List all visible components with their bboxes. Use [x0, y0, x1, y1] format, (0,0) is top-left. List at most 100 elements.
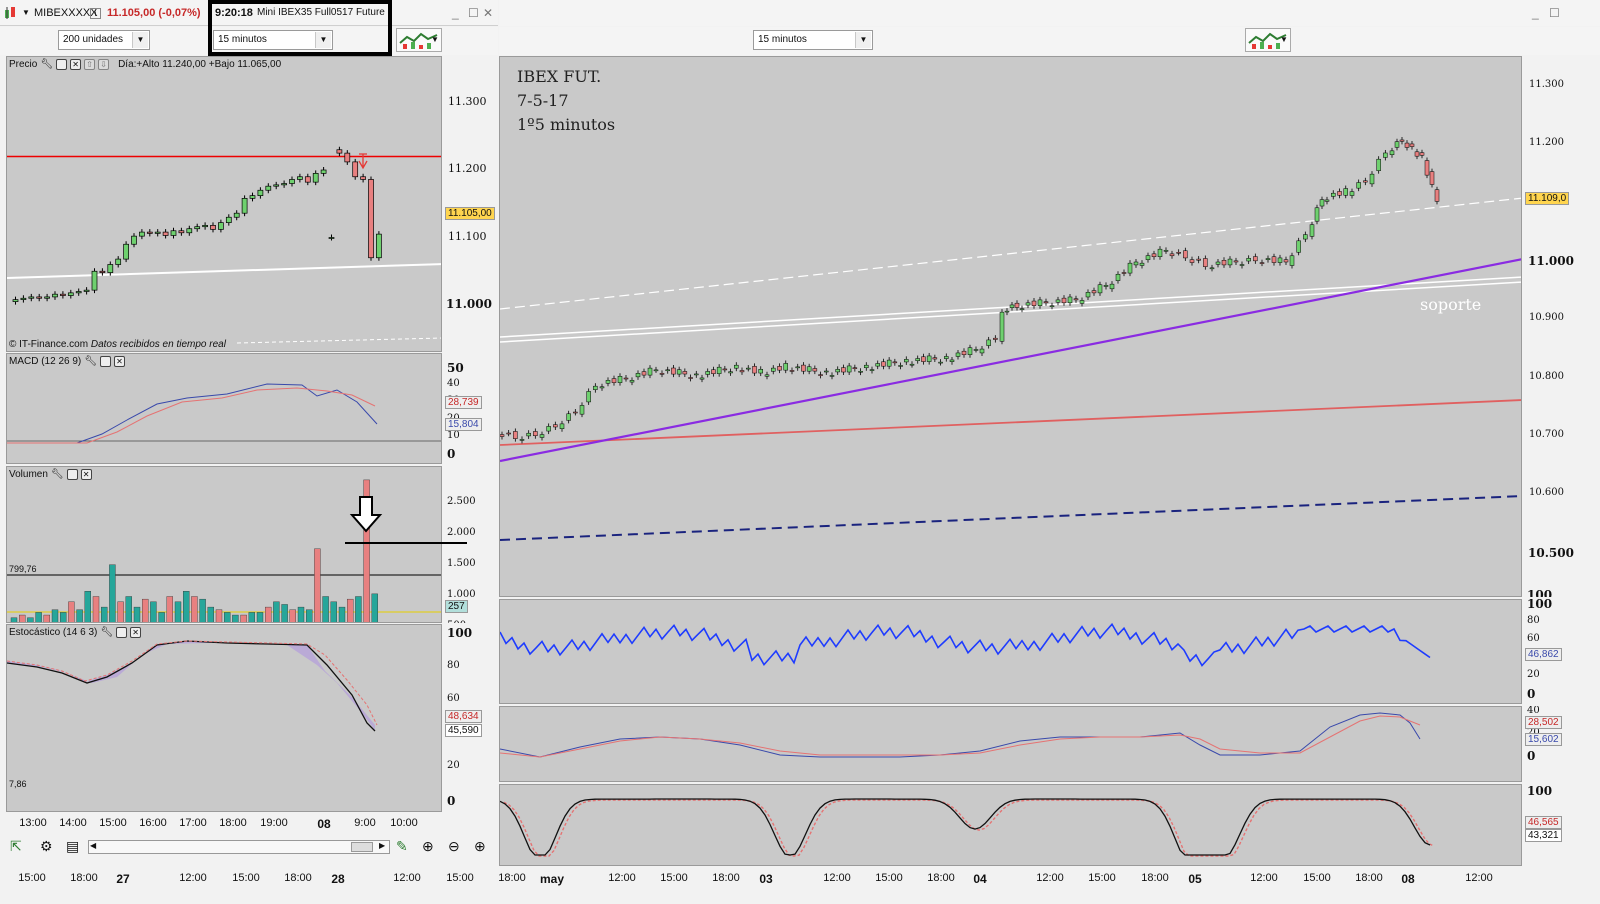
right-candle — [1343, 188, 1348, 196]
right-chart-type-icon[interactable] — [1245, 28, 1291, 52]
move-down-icon[interactable]: ⇩ — [98, 59, 110, 70]
wrench-icon[interactable]: 🔧︎ — [84, 356, 97, 367]
right-candle — [519, 439, 525, 441]
right-candle — [1037, 299, 1043, 306]
right-time-label: 15:00 — [1088, 872, 1116, 884]
volume-axis: 2.500 2.000 1.500 1.000 500 257 — [443, 466, 498, 623]
candles-icon — [5, 7, 15, 19]
window-icon[interactable] — [56, 59, 68, 70]
minimize-icon[interactable]: _ — [452, 6, 459, 20]
right-time-label: 18:00 — [498, 872, 526, 884]
right-time-label: 12:00 — [1465, 872, 1493, 884]
scroll-left-icon[interactable]: ◀ — [90, 841, 97, 850]
right-minimize-icon[interactable]: _ — [1532, 6, 1539, 20]
price-tick: 11.300 — [448, 94, 487, 108]
zoom-in-icon[interactable]: ⊕ — [474, 838, 486, 854]
wrench-icon[interactable]: 🔧︎ — [50, 469, 64, 480]
window-icon[interactable] — [99, 356, 111, 367]
price-tick: 11.100 — [448, 229, 487, 243]
right-candle — [915, 358, 920, 361]
maximize-icon[interactable]: ☐ — [468, 6, 479, 20]
right-candle — [1429, 171, 1435, 185]
right-candle — [739, 370, 745, 373]
right-candle — [1043, 301, 1049, 304]
right-candle — [539, 434, 545, 438]
right-candle — [1215, 261, 1221, 265]
right-indicator-3-panel[interactable] — [499, 784, 1522, 866]
scroll-thumb[interactable] — [351, 842, 373, 852]
volume-bar — [68, 601, 75, 622]
tool-icon[interactable]: ⚙︎ — [40, 838, 53, 854]
macd-panel[interactable]: MACD (12 26 9) 🔧︎ ✕ — [6, 353, 442, 464]
properties-icon[interactable]: ▤ — [66, 838, 80, 854]
macd-signal-tag: 28,739 — [445, 396, 482, 409]
volume-bar — [289, 609, 296, 622]
stochastic-panel[interactable]: Estocástico (14 6 3) 🔧︎ ✕ 7,86 — [6, 624, 442, 812]
right-candle — [1337, 191, 1342, 196]
volume-bar — [223, 612, 231, 622]
scroll-right-icon[interactable]: ▶ — [379, 841, 386, 850]
right-candle — [526, 432, 531, 437]
close-panel-icon[interactable]: ✕ — [113, 356, 125, 367]
symbol-label: MIBEXXXXX — [34, 7, 98, 19]
dropdown-arrow-icon[interactable]: ▼ — [22, 8, 30, 17]
units-select[interactable]: 200 unidades ▼ — [58, 30, 150, 50]
chart-type-dropdown-icon[interactable]: ▼ — [431, 35, 439, 44]
close-panel-icon[interactable]: ✕ — [70, 59, 82, 70]
close-panel-icon[interactable]: ✕ — [80, 469, 92, 480]
price-panel[interactable]: Precio 🔧︎ ✕ ⇧ ⇩ Día:+Alto 11.240,00 +Baj… — [6, 56, 442, 352]
volume-bar — [117, 601, 124, 622]
right-price-tick: 11.000 — [1528, 254, 1574, 268]
volume-panel[interactable]: Volumen 🔧︎ ✕ 799,76 — [6, 466, 442, 623]
volume-bar — [158, 612, 165, 622]
draw-icon[interactable]: ✎ — [396, 838, 408, 854]
right-indicator-1-panel[interactable] — [499, 599, 1522, 704]
volume-bar — [248, 612, 256, 622]
candle — [115, 258, 122, 265]
right-price-panel[interactable]: IBEX FUT. 7-5-17 1º5 minutos soporte — [499, 56, 1522, 597]
zoom-fit-icon[interactable]: ⊕ — [422, 838, 434, 854]
right-candle — [599, 386, 605, 389]
right-maximize-icon[interactable]: ☐ — [1549, 6, 1560, 20]
right-candle — [605, 380, 611, 384]
right-toolbar: 15 minutos ▼ ▼ — [499, 27, 1600, 55]
close-panel-icon[interactable]: ✕ — [130, 627, 142, 638]
price-axis: 11.50011.40011.30011.20011.10011.00010.9… — [443, 56, 498, 352]
volume-title: Volumen — [9, 469, 48, 480]
candle — [233, 212, 240, 218]
wrench-icon[interactable]: 🔧︎ — [100, 627, 114, 638]
zoom-out-icon[interactable]: ⊖ — [448, 838, 460, 854]
right-candle — [1004, 310, 1010, 313]
right-time-label: 08 — [1401, 872, 1415, 886]
right-indicator-2-panel[interactable] — [499, 706, 1522, 782]
move-up-icon[interactable]: ⇧ — [84, 59, 96, 70]
right-candle — [1157, 248, 1163, 258]
indicator-2-chart — [500, 712, 1421, 758]
right-candle — [1121, 272, 1127, 274]
annotation-line-3: 1º5 minutos — [517, 115, 616, 134]
horizontal-scrollbar[interactable]: ◀ ▶ — [88, 840, 390, 854]
right-candle — [1127, 262, 1133, 274]
right-time-axis: 18:00 may 12:00 15:00 18:00 03 12:00 15:00 18:00… — [498, 866, 1600, 904]
volume-bar — [215, 609, 223, 622]
right-chart-type-dropdown-icon[interactable]: ▼ — [1280, 35, 1288, 44]
window-icon[interactable] — [116, 627, 128, 638]
interval-select[interactable]: 15 minutos ▼ — [213, 30, 333, 50]
right-candle — [835, 369, 840, 373]
wrench-icon[interactable]: 🔧︎ — [40, 59, 54, 70]
macd-panel-header: MACD (12 26 9) 🔧︎ ✕ — [9, 356, 125, 367]
indicator-1-tick: 80 — [1527, 615, 1540, 626]
indicator-2-tick: 0 — [1527, 749, 1536, 763]
window-icon[interactable] — [66, 469, 78, 480]
right-interval-select[interactable]: 15 minutos ▼ — [753, 30, 873, 50]
right-time-label: may — [539, 872, 565, 886]
close-icon[interactable]: ✕ — [483, 6, 494, 20]
export-icon[interactable]: ⇱ — [10, 838, 22, 854]
right-candle — [758, 369, 763, 374]
chart-type-icon[interactable] — [396, 28, 442, 52]
right-candle — [705, 371, 710, 375]
right-candle — [1025, 302, 1031, 306]
info-icon[interactable]: i — [90, 8, 101, 19]
right-candle — [716, 366, 722, 374]
